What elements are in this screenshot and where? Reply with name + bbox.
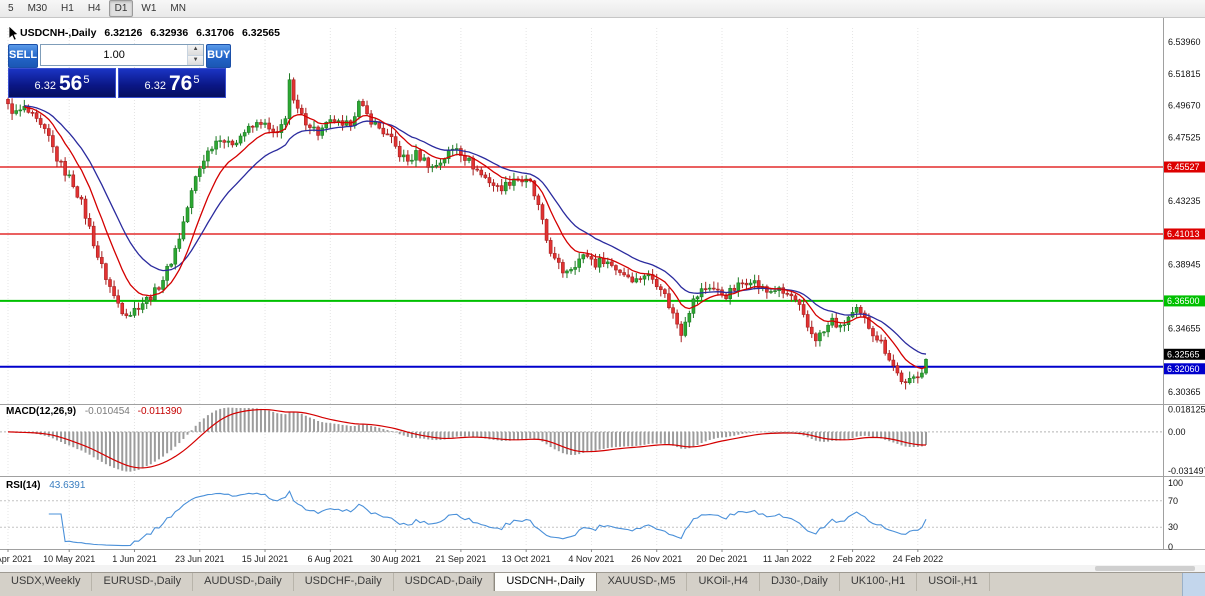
sell-price-pips: 56 [58, 72, 83, 95]
svg-text:6.43235: 6.43235 [1168, 196, 1201, 206]
svg-text:6.34655: 6.34655 [1168, 323, 1201, 333]
sell-button[interactable]: SELL [8, 44, 39, 68]
svg-text:30 Aug 2021: 30 Aug 2021 [370, 554, 421, 564]
volume-control: ▲ ▼ [40, 44, 205, 66]
status-bar [0, 591, 1205, 596]
volume-increase-button[interactable]: ▲ [188, 45, 204, 55]
chart-tab-ukoil-h4[interactable]: UKOil-,H4 [687, 573, 760, 591]
ma-fast-line [24, 106, 927, 370]
rsi-label: RSI(14) 43.6391 [6, 480, 86, 491]
buy-price-main: 6.32 [144, 80, 166, 92]
date-axis[interactable]: 16 Apr 2021 10 May 2021 1 Jun 2021 23 Jun 2… [0, 549, 943, 564]
rsi-value: 43.6391 [49, 480, 86, 491]
buy-price-display[interactable]: 6.32 76 5 [118, 68, 226, 98]
macd-panel: 0.018125 0.00 -0.031497 [0, 404, 1205, 476]
chart-title: USDCNH-,Daily 6.32126 6.32936 6.31706 6.… [20, 27, 285, 39]
horizontal-level-lines[interactable] [0, 166, 1163, 368]
chart-tab-usdcad-daily[interactable]: USDCAD-,Daily [394, 573, 495, 591]
volume-input[interactable] [41, 45, 188, 65]
svg-text:6.47525: 6.47525 [1168, 132, 1201, 142]
macd-signal-value: -0.011390 [137, 406, 182, 417]
svg-text:11 Jan 2022: 11 Jan 2022 [763, 554, 812, 564]
panel-dividers[interactable] [0, 18, 1205, 550]
chart-tab-uk100-h1[interactable]: UK100-,H1 [840, 573, 918, 591]
macd-label: MACD(12,26,9) -0.010454 -0.011390 [6, 406, 182, 417]
hscrollbar-thumb[interactable] [1095, 566, 1195, 571]
candles-layer [6, 73, 928, 390]
sell-price-frac: 5 [83, 74, 90, 86]
svg-text:23 Jun 2021: 23 Jun 2021 [175, 554, 225, 564]
one-click-trading-panel: SELL ▲ ▼ BUY 6.32 56 5 6.32 76 5 [8, 44, 232, 98]
ohlc-high: 6.32936 [150, 27, 189, 39]
svg-text:100: 100 [1168, 478, 1183, 488]
chart-tab-eurusd-daily[interactable]: EURUSD-,Daily [92, 573, 194, 591]
timeframe-button-w1[interactable]: W1 [141, 3, 157, 14]
svg-text:4 Nov 2021: 4 Nov 2021 [568, 554, 614, 564]
chart-grid [7, 28, 919, 547]
timeframe-button-m30[interactable]: M30 [27, 3, 48, 14]
chart-tab-usdchf-daily[interactable]: USDCHF-,Daily [294, 573, 394, 591]
chart-tab-usdx-weekly[interactable]: USDX,Weekly [0, 573, 93, 591]
buy-button[interactable]: BUY [206, 44, 232, 68]
svg-text:6.53960: 6.53960 [1168, 37, 1201, 47]
svg-text:24 Feb 2022: 24 Feb 2022 [893, 554, 944, 564]
svg-text:10 May 2021: 10 May 2021 [43, 554, 95, 564]
svg-text:6.45527: 6.45527 [1167, 162, 1200, 172]
ma-slow-line [24, 105, 927, 355]
svg-text:0: 0 [1168, 542, 1173, 552]
svg-text:0.018125: 0.018125 [1168, 404, 1205, 414]
symbol-period-label: USDCNH-,Daily [20, 27, 97, 39]
svg-text:30: 30 [1168, 522, 1178, 532]
tabbar-corner [1182, 573, 1205, 596]
svg-text:6.41013: 6.41013 [1167, 229, 1200, 239]
ohlc-close: 6.32565 [242, 27, 280, 39]
timeframe-button-h1[interactable]: H1 [61, 3, 74, 14]
ohlc-low: 6.31706 [196, 27, 235, 39]
timeframe-button-d1[interactable]: D1 [108, 0, 134, 17]
sell-price-main: 6.32 [34, 80, 56, 92]
svg-text:6.32060: 6.32060 [1167, 364, 1200, 374]
timeframe-toolbar: 5 M30 H1 H4 D1 W1 MN [0, 0, 1205, 18]
svg-text:6.32565: 6.32565 [1167, 349, 1200, 359]
volume-decrease-button[interactable]: ▼ [188, 54, 204, 65]
timeframe-button-5[interactable]: 5 [8, 3, 14, 14]
svg-text:6.49670: 6.49670 [1168, 101, 1201, 111]
macd-main-value: -0.010454 [84, 406, 130, 417]
svg-text:26 Nov 2021: 26 Nov 2021 [631, 554, 682, 564]
ohlc-open: 6.32126 [104, 27, 143, 39]
svg-text:15 Jul 2021: 15 Jul 2021 [242, 554, 289, 564]
svg-text:6.38945: 6.38945 [1168, 260, 1201, 270]
mouse-cursor-icon [8, 26, 19, 41]
svg-text:1 Jun 2021: 1 Jun 2021 [112, 554, 157, 564]
chart-tab-audusd-daily[interactable]: AUDUSD-,Daily [193, 573, 294, 591]
chart-tab-dj30-daily[interactable]: DJ30-,Daily [760, 573, 840, 591]
svg-text:6 Aug 2021: 6 Aug 2021 [308, 554, 354, 564]
price-chart-canvas[interactable]: 6.53960 6.51815 6.49670 6.47525 6.43235 6.389… [0, 18, 1205, 565]
chart-tab-usoil-h1[interactable]: USOil-,H1 [917, 573, 990, 591]
svg-text:13 Oct 2021: 13 Oct 2021 [502, 554, 551, 564]
svg-text:6.30365: 6.30365 [1168, 387, 1201, 397]
chart-tabs-bar: USDX,Weekly EURUSD-,Daily AUDUSD-,Daily USD… [0, 572, 1205, 591]
svg-text:16 Apr 2021: 16 Apr 2021 [0, 554, 32, 564]
svg-text:2 Feb 2022: 2 Feb 2022 [830, 554, 876, 564]
svg-text:21 Sep 2021: 21 Sep 2021 [435, 554, 486, 564]
rsi-panel: 100 70 30 0 [0, 478, 1183, 552]
svg-text:6.51815: 6.51815 [1168, 69, 1201, 79]
svg-text:70: 70 [1168, 496, 1178, 506]
buy-price-pips: 76 [168, 72, 193, 95]
chart-hscrollbar[interactable] [0, 565, 1205, 572]
svg-text:0.00: 0.00 [1168, 427, 1186, 437]
buy-price-frac: 5 [193, 74, 200, 86]
chart-tab-usdcnh-daily[interactable]: USDCNH-,Daily [494, 573, 597, 591]
svg-text:-0.031497: -0.031497 [1168, 466, 1205, 476]
svg-text:6.36500: 6.36500 [1167, 296, 1200, 306]
sell-price-display[interactable]: 6.32 56 5 [8, 68, 116, 98]
chart-tab-xauusd-m5[interactable]: XAUUSD-,M5 [597, 573, 688, 591]
timeframe-button-mn[interactable]: MN [170, 3, 186, 14]
svg-text:20 Dec 2021: 20 Dec 2021 [696, 554, 747, 564]
price-axis[interactable]: 6.53960 6.51815 6.49670 6.47525 6.43235 6.389… [1164, 37, 1205, 397]
timeframe-button-h4[interactable]: H4 [87, 3, 101, 14]
